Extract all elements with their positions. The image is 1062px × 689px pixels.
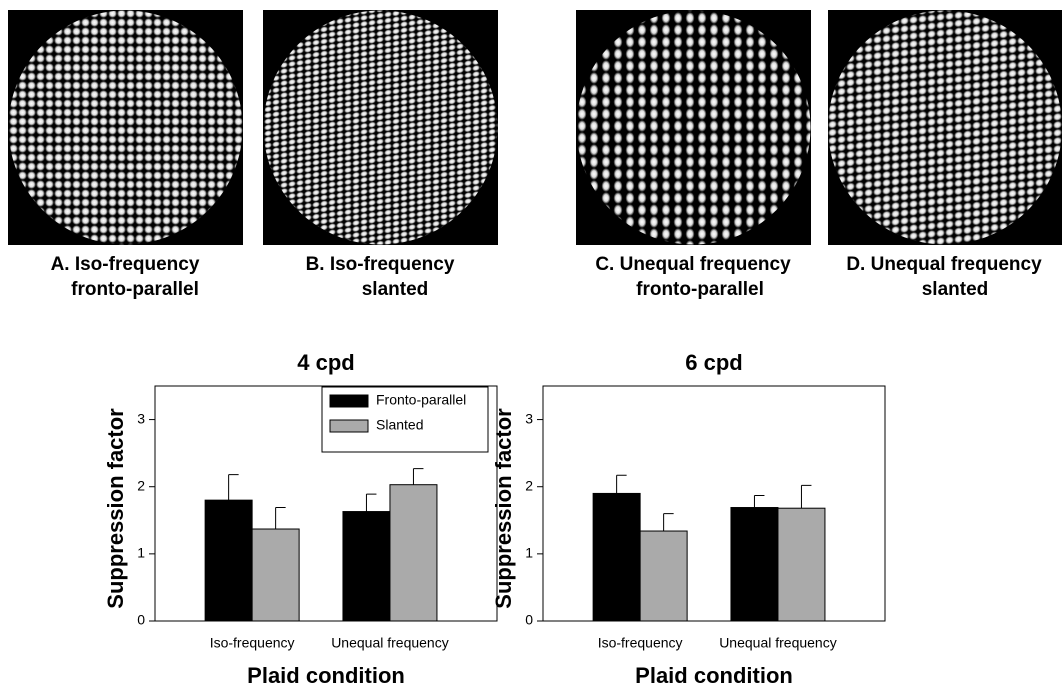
x-axis-label: Plaid condition (635, 663, 793, 688)
stimulus-a (8, 10, 243, 245)
plot-frame (542, 385, 886, 622)
bar (730, 507, 779, 622)
panel-label: D. Unequal frequency (846, 254, 1042, 275)
error-bar (275, 507, 286, 530)
panel-sublabel: fronto-parallel (636, 279, 764, 300)
y-tick-label: 3 (525, 410, 533, 426)
y-axis-label: Suppression factor (103, 408, 128, 609)
stimulus-d (828, 10, 1062, 245)
panel-sublabel: fronto-parallel (71, 279, 199, 300)
chart-title: 6 cpd (685, 350, 742, 375)
y-tick-label: 1 (137, 545, 145, 561)
stimulus-b (263, 10, 498, 245)
y-tick-label: 2 (525, 477, 533, 493)
y-axis-label: Suppression factor (491, 408, 516, 609)
y-tick-label: 1 (525, 545, 533, 561)
error-bar (663, 513, 674, 532)
x-axis-label: Plaid condition (247, 663, 405, 688)
legend-swatch (329, 394, 369, 408)
x-tick-label: Unequal frequency (719, 635, 837, 651)
y-tick-label: 0 (137, 612, 145, 628)
chart-title: 4 cpd (297, 350, 354, 375)
panel-sublabel: slanted (362, 279, 429, 300)
error-bar (228, 474, 239, 501)
bar (251, 528, 300, 622)
plot-frame (154, 385, 498, 622)
error-bar (800, 484, 812, 509)
y-tick-label: 3 (137, 410, 145, 426)
bar (639, 530, 688, 622)
x-tick-label: Iso-frequency (210, 635, 295, 651)
stimulus-c (576, 10, 811, 245)
error-bar (412, 468, 424, 485)
panel-sublabel: slanted (922, 279, 989, 300)
y-tick-label: 2 (137, 477, 145, 493)
x-tick-label: Unequal frequency (331, 635, 449, 651)
bar (389, 484, 438, 622)
panel-label: B. Iso-frequency (306, 254, 455, 275)
x-tick-label: Iso-frequency (598, 635, 683, 651)
error-bar (753, 494, 765, 508)
bar (777, 507, 826, 622)
bar (342, 511, 391, 622)
bar (204, 499, 253, 622)
error-bar (616, 474, 627, 494)
panel-label: C. Unequal frequency (595, 254, 791, 275)
bar (592, 492, 641, 622)
legend-label: Slanted (376, 417, 423, 433)
legend-label: Fronto-parallel (376, 392, 466, 408)
error-bar (365, 493, 377, 512)
y-tick-label: 0 (525, 612, 533, 628)
legend-swatch (329, 419, 369, 433)
panel-label: A. Iso-frequency (51, 254, 200, 275)
